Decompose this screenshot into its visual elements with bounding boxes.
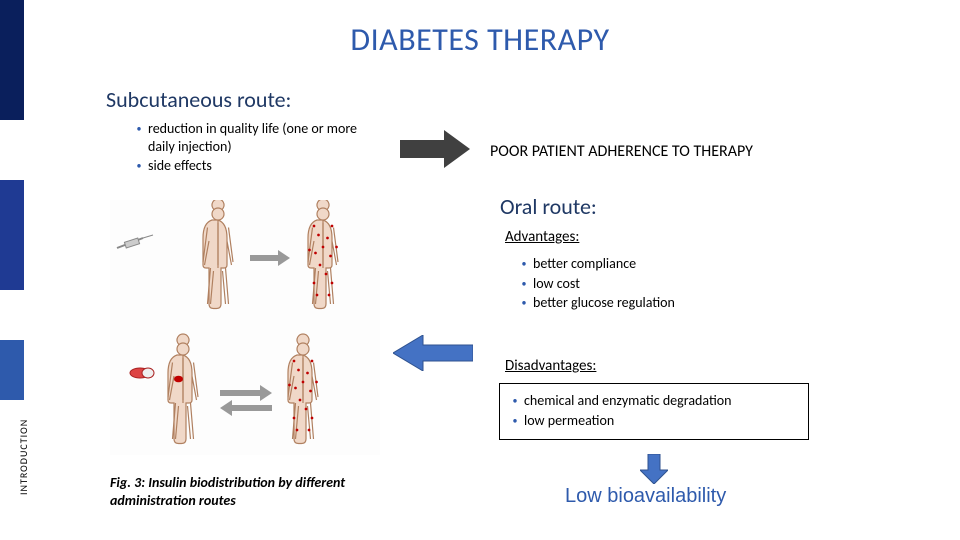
bullet-icon: •	[515, 255, 533, 273]
slide-title: DIABETES THERAPY	[0, 20, 960, 59]
subcutaneous-heading: Subcutaneous route:	[106, 86, 291, 113]
list-item-text: better compliance	[533, 255, 636, 273]
bullet-icon: •	[506, 412, 524, 430]
list-item-text: chemical and enzymatic degradation	[524, 392, 732, 410]
subcutaneous-list: • reduction in quality life (one or more…	[130, 120, 360, 177]
list-item-text: side effects	[148, 157, 212, 175]
disadvantages-box: • chemical and enzymatic degradation • l…	[499, 383, 809, 440]
bullet-icon: •	[130, 157, 148, 175]
oral-heading: Oral route:	[500, 193, 597, 220]
sidebar-seg	[0, 120, 24, 180]
advantages-label: Advantages:	[505, 228, 579, 246]
bullet-icon: •	[130, 120, 148, 155]
advantages-list: • better compliance • low cost • better …	[515, 255, 675, 314]
list-item: • low permeation	[506, 412, 798, 430]
arrow-left-icon	[393, 335, 473, 371]
low-bioavailability-text: Low bioavailability	[565, 485, 726, 508]
poor-adherence-text: POOR PATIENT ADHERENCE TO THERAPY	[490, 142, 753, 161]
sidebar-seg	[0, 290, 24, 340]
list-item: • chemical and enzymatic degradation	[506, 392, 798, 410]
sidebar-seg	[0, 180, 24, 290]
list-item: • better compliance	[515, 255, 675, 273]
list-item: • low cost	[515, 275, 675, 293]
biodistribution-figure	[110, 200, 380, 455]
list-item-text: low cost	[533, 275, 580, 293]
bullet-icon: •	[515, 275, 533, 293]
figure-caption: Fig. 3: Insulin biodistribution by diffe…	[110, 474, 410, 509]
bullet-icon: •	[506, 392, 524, 410]
list-item: • side effects	[130, 157, 360, 175]
sidebar-seg	[0, 0, 24, 120]
arrow-down-icon	[640, 454, 668, 484]
section-label: INTRODUCTION	[17, 419, 30, 495]
arrow-right-icon	[400, 130, 470, 168]
list-item-text: reduction in quality life (one or more d…	[148, 120, 360, 155]
list-item-text: low permeation	[524, 412, 614, 430]
sidebar-seg	[0, 340, 24, 400]
list-item-text: better glucose regulation	[533, 294, 675, 312]
list-item: • better glucose regulation	[515, 294, 675, 312]
bullet-icon: •	[515, 294, 533, 312]
list-item: • reduction in quality life (one or more…	[130, 120, 360, 155]
disadvantages-label: Disadvantages:	[505, 357, 596, 375]
